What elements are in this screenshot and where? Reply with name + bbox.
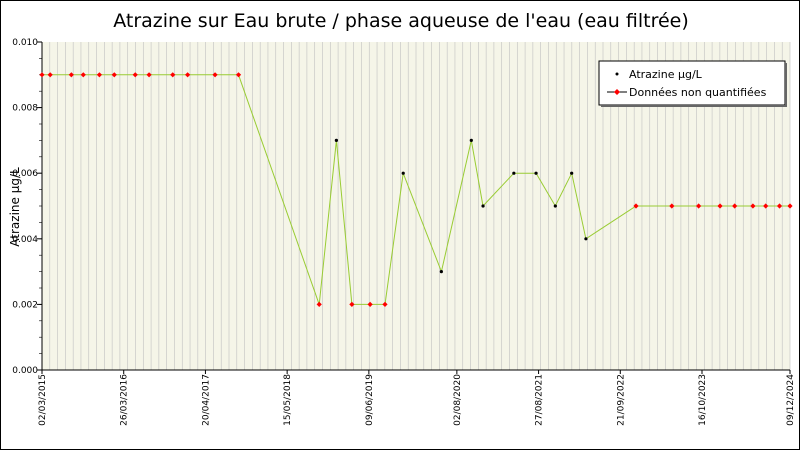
data-point-non-quantified <box>316 301 322 307</box>
data-point-quantified <box>439 270 443 274</box>
y-tick-label: 0.002 <box>12 300 38 310</box>
x-tick-label: 20/04/2017 <box>201 374 211 426</box>
x-tick-label: 02/08/2020 <box>453 374 463 426</box>
legend: Atrazine µg/L Données non quantifiées <box>598 60 787 107</box>
data-point-non-quantified <box>732 203 738 209</box>
data-point-non-quantified <box>170 72 176 78</box>
data-point-non-quantified <box>47 72 53 78</box>
data-point-non-quantified <box>382 301 388 307</box>
data-point-non-quantified <box>185 72 191 78</box>
data-point-quantified <box>553 204 557 208</box>
legend-marker-nonquantified <box>614 89 620 95</box>
data-point-quantified <box>481 204 485 208</box>
data-point-quantified <box>570 171 574 175</box>
x-tick-label: 09/06/2019 <box>365 374 375 426</box>
x-tick-label: 16/10/2023 <box>698 374 708 426</box>
data-point-non-quantified <box>80 72 86 78</box>
x-tick-label: 27/08/2021 <box>535 374 545 426</box>
y-tick-label: 0.004 <box>12 235 38 245</box>
y-tick-label: 0.008 <box>12 104 38 114</box>
data-point-non-quantified <box>111 72 117 78</box>
data-point-non-quantified <box>669 203 675 209</box>
chart-title: Atrazine sur Eau brute / phase aqueuse d… <box>113 10 689 32</box>
data-point-quantified <box>469 138 473 142</box>
data-point-non-quantified <box>235 72 242 78</box>
data-point-non-quantified <box>750 203 756 209</box>
legend-box <box>598 60 786 106</box>
y-tick-label: 0.010 <box>12 38 38 48</box>
data-point-non-quantified <box>132 72 138 78</box>
legend-label-quantified: Atrazine µg/L <box>629 68 703 81</box>
data-point-quantified <box>584 237 588 241</box>
x-tick-label: 02/03/2015 <box>38 374 48 426</box>
legend-shadow <box>601 105 787 107</box>
data-point-non-quantified <box>717 203 723 209</box>
y-axis-label: Atrazine µg/L <box>8 167 22 247</box>
legend-shadow-side <box>785 63 787 107</box>
data-point-non-quantified <box>776 203 783 209</box>
data-point-non-quantified <box>212 72 218 78</box>
legend-label-nonquantified: Données non quantifiées <box>629 86 767 99</box>
data-point-non-quantified <box>146 72 152 78</box>
x-tick-label: 09/12/2024 <box>786 374 796 426</box>
x-tick-label: 26/03/2016 <box>120 374 130 426</box>
data-point-non-quantified <box>696 203 702 209</box>
x-tick-label: 21/09/2022 <box>616 374 626 426</box>
y-tick-label: 0.000 <box>12 366 38 376</box>
data-point-non-quantified <box>68 72 74 78</box>
data-point-non-quantified <box>367 301 373 307</box>
data-point-non-quantified <box>349 301 355 307</box>
legend-marker-quantified <box>615 72 619 76</box>
data-point-quantified <box>512 171 516 175</box>
x-tick-label: 15/05/2018 <box>283 374 293 426</box>
data-point-non-quantified <box>763 203 769 209</box>
data-point-quantified <box>534 171 538 175</box>
data-point-non-quantified <box>633 203 639 209</box>
data-point-non-quantified <box>39 72 45 78</box>
data-point-quantified <box>401 171 405 175</box>
y-tick-label: 0.006 <box>12 169 38 179</box>
data-point-non-quantified <box>787 203 793 209</box>
data-point-quantified <box>334 138 338 142</box>
data-point-non-quantified <box>96 72 103 78</box>
